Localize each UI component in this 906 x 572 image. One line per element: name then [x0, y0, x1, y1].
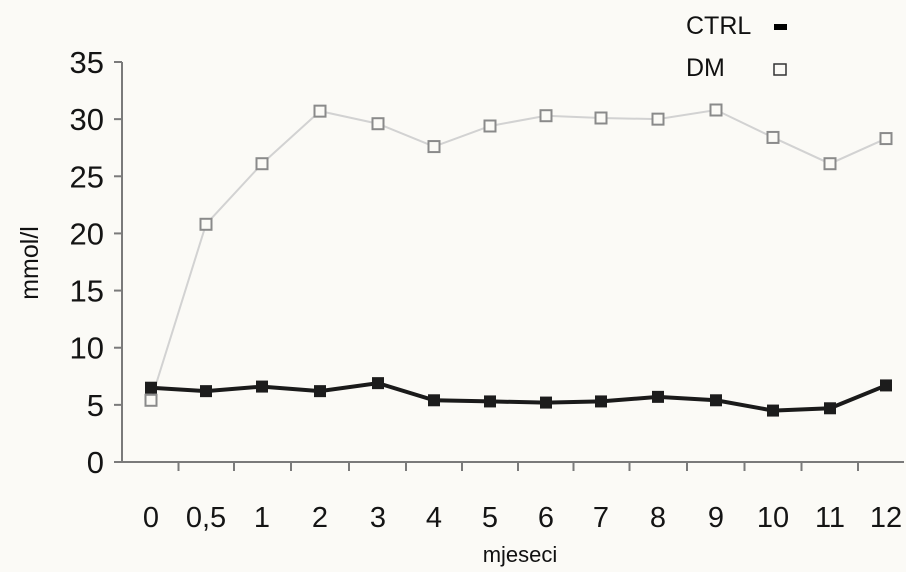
data-point-ctrl	[314, 385, 326, 398]
legend-label-ctrl: CTRL	[686, 12, 752, 40]
x-tick-label: 8	[650, 502, 666, 534]
legend-label-dm: DM	[686, 54, 725, 82]
data-point-dm	[594, 111, 608, 125]
x-tick-label: 10	[757, 502, 789, 534]
x-tick-label: 0,5	[186, 502, 226, 534]
x-tick-label: 7	[593, 502, 609, 534]
y-tick-labels: 0 5 10 15 20 25 30 35	[70, 45, 104, 480]
data-point-dm	[144, 393, 158, 407]
data-point-ctrl	[880, 379, 892, 392]
legend-marker-ctrl	[774, 24, 787, 30]
data-point-ctrl	[540, 396, 552, 409]
x-tick-label: 6	[538, 502, 554, 534]
series-line-dm	[150, 108, 887, 401]
y-tick-label: 5	[87, 388, 104, 423]
data-point-ctrl	[595, 395, 607, 408]
x-tick-label: 0	[143, 502, 159, 534]
data-point-dm	[427, 140, 441, 154]
y-tick-label: 10	[70, 331, 104, 366]
data-point-dm	[709, 103, 723, 117]
axes	[114, 61, 904, 471]
legend-marker-dm	[773, 63, 787, 76]
data-point-dm	[651, 112, 665, 126]
x-tick-label: 5	[482, 502, 498, 534]
x-tick-label: 1	[254, 502, 270, 534]
x-tick-label: 11	[815, 502, 845, 534]
y-tick-label: 30	[70, 102, 104, 137]
y-tick-label: 20	[70, 216, 104, 251]
data-point-ctrl	[145, 381, 157, 394]
data-point-dm	[371, 117, 385, 131]
data-point-ctrl	[256, 380, 268, 393]
series-lines	[150, 108, 887, 413]
data-point-ctrl	[200, 385, 212, 398]
data-point-dm	[199, 217, 213, 231]
data-point-ctrl	[824, 402, 836, 415]
data-point-dm	[879, 132, 893, 146]
series-line-ctrl	[150, 381, 887, 413]
data-point-ctrl	[652, 390, 664, 403]
data-point-dm	[766, 130, 780, 144]
y-axis-label: mmol/l	[16, 226, 44, 300]
y-tick-label: 35	[70, 45, 104, 80]
y-tick-label: 15	[70, 274, 104, 309]
data-point-dm	[255, 157, 269, 171]
data-point-dm	[313, 104, 327, 118]
series-markers	[144, 103, 893, 417]
data-point-ctrl	[710, 394, 722, 407]
data-point-dm	[539, 109, 553, 123]
x-tick-label: 2	[312, 502, 328, 534]
y-tick-label: 0	[87, 445, 104, 480]
x-tick-label: 9	[708, 502, 724, 534]
y-tick-label: 25	[70, 159, 104, 194]
x-tick-label: 3	[370, 502, 386, 534]
data-point-ctrl	[372, 377, 384, 390]
legend	[773, 24, 787, 76]
x-tick-label: 12	[870, 502, 902, 534]
data-point-ctrl	[428, 394, 440, 407]
data-point-dm	[483, 119, 497, 133]
data-point-ctrl	[767, 404, 779, 417]
data-point-ctrl	[484, 395, 496, 408]
x-tick-labels: 0 0,5 1 2 3 4 5 6 7 8 9 10 11 12	[143, 502, 902, 534]
x-tick-label: 4	[426, 502, 442, 534]
x-axis-label: mjeseci	[483, 542, 558, 567]
data-point-dm	[823, 157, 837, 171]
